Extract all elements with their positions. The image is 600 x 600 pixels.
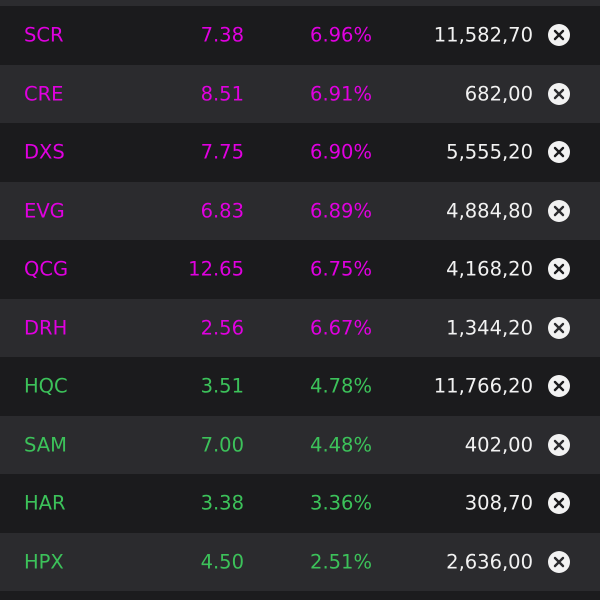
- change-percent: 6.67%: [310, 316, 372, 340]
- volume-value: 402,00: [464, 433, 533, 457]
- close-circle-icon[interactable]: [548, 550, 570, 573]
- close-circle-icon[interactable]: [548, 24, 570, 47]
- symbol-label: QCG: [24, 257, 69, 281]
- change-percent: 6.96%: [310, 23, 372, 47]
- symbol-label: EVG: [24, 199, 65, 223]
- close-circle-icon[interactable]: [548, 141, 570, 164]
- price-value: 2.56: [200, 316, 244, 340]
- price-value: 3.51: [200, 374, 244, 398]
- price-value: 12.65: [188, 257, 244, 281]
- watchlist-row[interactable]: HAR 3.38 3.36% 308,70: [0, 474, 600, 533]
- volume-value: 682,00: [464, 82, 533, 106]
- symbol-label: HQC: [24, 374, 68, 398]
- watchlist-row[interactable]: SCR 7.38 6.96% 11,582,70: [0, 6, 600, 65]
- change-percent: 6.75%: [310, 257, 372, 281]
- watchlist-row[interactable]: DXS 7.75 6.90% 5,555,20: [0, 123, 600, 182]
- change-percent: 6.89%: [310, 199, 372, 223]
- symbol-label: SAM: [24, 433, 67, 457]
- volume-value: 11,766,20: [433, 374, 533, 398]
- watchlist: SCR 7.38 6.96% 11,582,70 CRE 8.51 6.91% …: [0, 6, 600, 591]
- volume-value: 11,582,70: [433, 23, 533, 47]
- symbol-label: DXS: [24, 140, 65, 164]
- change-percent: 6.91%: [310, 82, 372, 106]
- watchlist-row[interactable]: DRH 2.56 6.67% 1,344,20: [0, 298, 600, 357]
- price-value: 8.51: [200, 82, 244, 106]
- symbol-label: CRE: [24, 82, 64, 106]
- price-value: 7.75: [200, 140, 244, 164]
- watchlist-row[interactable]: QCG 12.65 6.75% 4,168,20: [0, 240, 600, 299]
- close-circle-icon[interactable]: [548, 492, 570, 515]
- change-percent: 4.78%: [310, 374, 372, 398]
- volume-value: 2,636,00: [446, 550, 533, 574]
- change-percent: 4.48%: [310, 433, 372, 457]
- price-value: 3.38: [200, 491, 244, 515]
- close-circle-icon[interactable]: [548, 316, 570, 339]
- close-circle-icon[interactable]: [548, 199, 570, 222]
- volume-value: 308,70: [464, 491, 533, 515]
- watchlist-row[interactable]: SAM 7.00 4.48% 402,00: [0, 415, 600, 474]
- symbol-label: SCR: [24, 23, 64, 47]
- close-circle-icon[interactable]: [548, 258, 570, 281]
- volume-value: 1,344,20: [446, 316, 533, 340]
- price-value: 7.38: [200, 23, 244, 47]
- symbol-label: DRH: [24, 316, 68, 340]
- price-value: 4.50: [200, 550, 244, 574]
- volume-value: 4,884,80: [446, 199, 533, 223]
- price-value: 7.00: [200, 433, 244, 457]
- change-percent: 6.90%: [310, 140, 372, 164]
- price-value: 6.83: [200, 199, 244, 223]
- watchlist-row[interactable]: CRE 8.51 6.91% 682,00: [0, 64, 600, 123]
- volume-value: 5,555,20: [446, 140, 533, 164]
- close-circle-icon[interactable]: [548, 82, 570, 105]
- change-percent: 2.51%: [310, 550, 372, 574]
- change-percent: 3.36%: [310, 491, 372, 515]
- watchlist-row[interactable]: EVG 6.83 6.89% 4,884,80: [0, 181, 600, 240]
- close-circle-icon[interactable]: [548, 375, 570, 398]
- symbol-label: HAR: [24, 491, 66, 515]
- watchlist-row[interactable]: HQC 3.51 4.78% 11,766,20: [0, 357, 600, 416]
- volume-value: 4,168,20: [446, 257, 533, 281]
- symbol-label: HPX: [24, 550, 64, 574]
- close-circle-icon[interactable]: [548, 433, 570, 456]
- watchlist-row[interactable]: HPX 4.50 2.51% 2,636,00: [0, 532, 600, 591]
- top-divider: [0, 0, 600, 6]
